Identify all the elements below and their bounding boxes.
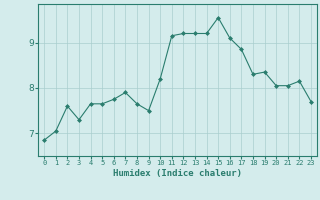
- X-axis label: Humidex (Indice chaleur): Humidex (Indice chaleur): [113, 169, 242, 178]
